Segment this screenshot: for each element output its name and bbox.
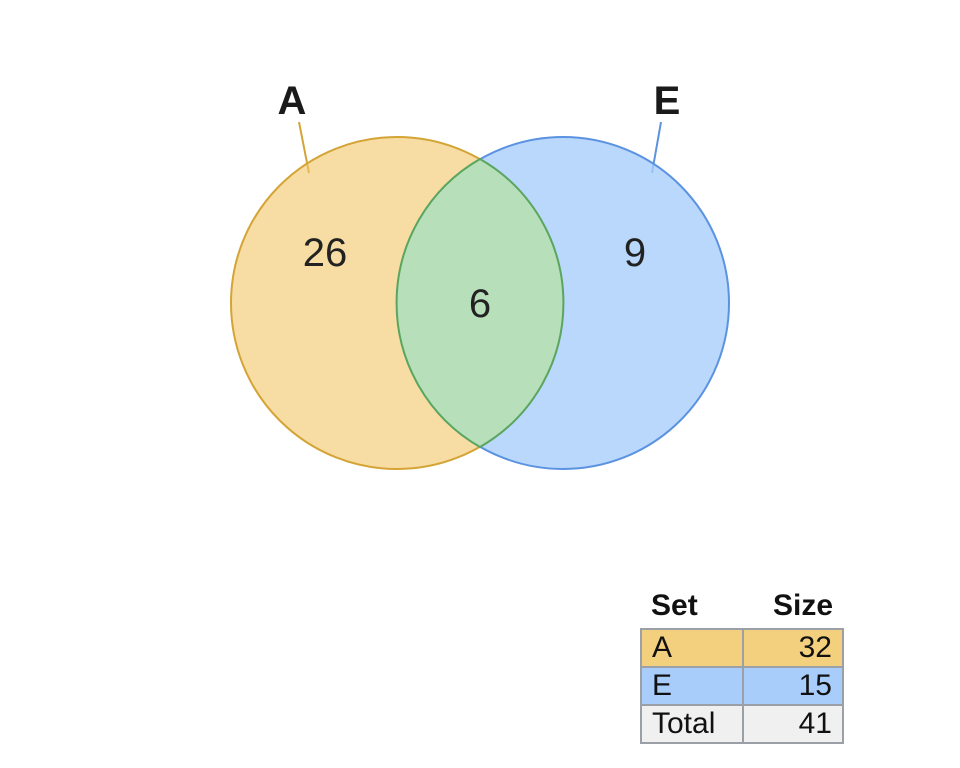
table-header-row: Set Size <box>641 588 843 629</box>
only-e-count: 9 <box>624 231 646 275</box>
table-cell-set: Total <box>640 704 744 744</box>
intersection-region <box>395 157 565 449</box>
table-row: Total 41 <box>640 704 844 744</box>
table-cell-size: 41 <box>742 704 844 744</box>
table-cell-set: E <box>640 666 744 706</box>
venn-diagram: A E 26 6 9 <box>230 79 730 470</box>
set-column-header: Set <box>651 589 698 622</box>
table-row: A 32 <box>640 628 844 668</box>
set-a-label: A <box>278 79 307 123</box>
table-cell-set: A <box>640 628 744 668</box>
size-column-header: Size <box>772 589 833 622</box>
set-e-label: E <box>654 79 681 123</box>
only-a-count: 26 <box>303 231 348 275</box>
table-cell-size: 15 <box>742 666 844 706</box>
intersection-count: 6 <box>469 282 491 326</box>
table-row: E 15 <box>640 666 844 706</box>
table-cell-size: 32 <box>742 628 844 668</box>
set-size-table: Set Size A 32 E 15 Total 41 <box>640 588 844 744</box>
